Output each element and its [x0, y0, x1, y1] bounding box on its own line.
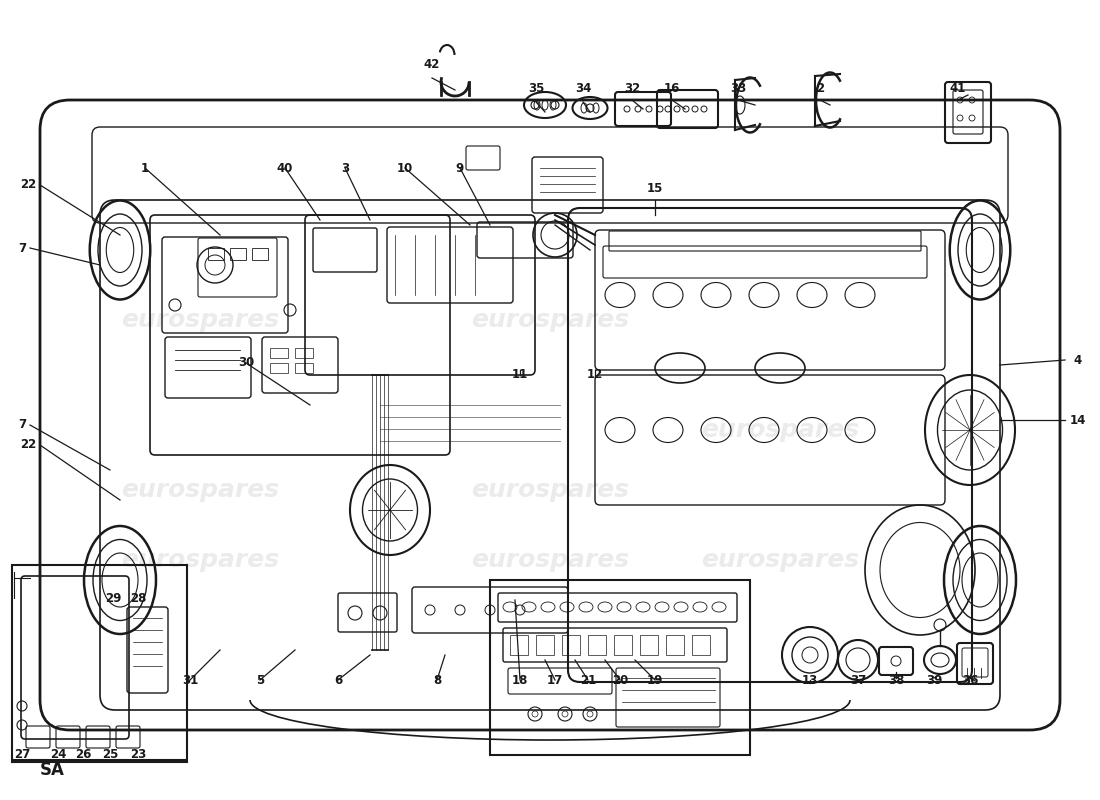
Text: 38: 38 — [888, 674, 904, 686]
Bar — [536, 635, 554, 655]
Text: 39: 39 — [926, 674, 943, 686]
Text: 26: 26 — [75, 749, 91, 762]
Text: 35: 35 — [528, 82, 544, 94]
Text: 33: 33 — [730, 82, 746, 94]
Text: 34: 34 — [575, 82, 591, 94]
Text: eurospares: eurospares — [471, 478, 629, 502]
Text: 22: 22 — [20, 438, 36, 451]
Text: eurospares: eurospares — [471, 308, 629, 332]
Text: eurospares: eurospares — [121, 478, 279, 502]
Text: 12: 12 — [587, 369, 603, 382]
Text: 19: 19 — [647, 674, 663, 686]
Text: 17: 17 — [547, 674, 563, 686]
Text: 28: 28 — [130, 591, 146, 605]
Text: 42: 42 — [424, 58, 440, 71]
Text: eurospares: eurospares — [701, 548, 859, 572]
Text: eurospares: eurospares — [121, 308, 279, 332]
Bar — [295, 348, 313, 358]
Text: 29: 29 — [104, 591, 121, 605]
Text: 2: 2 — [816, 82, 824, 94]
Bar — [510, 635, 528, 655]
Text: 6: 6 — [334, 674, 342, 686]
Text: 31: 31 — [182, 674, 198, 686]
Bar — [640, 635, 658, 655]
Bar — [270, 348, 288, 358]
Text: 7: 7 — [18, 242, 26, 254]
Bar — [252, 248, 268, 260]
Text: 23: 23 — [130, 749, 146, 762]
Text: 41: 41 — [949, 82, 966, 94]
Text: 37: 37 — [850, 674, 866, 686]
Text: 7: 7 — [18, 418, 26, 431]
Text: 16: 16 — [663, 82, 680, 94]
Text: 1: 1 — [141, 162, 150, 174]
Bar — [614, 635, 632, 655]
Text: eurospares: eurospares — [121, 548, 279, 572]
Text: 15: 15 — [647, 182, 663, 194]
Bar — [295, 363, 313, 373]
Bar — [208, 248, 224, 260]
Text: 27: 27 — [14, 749, 30, 762]
Bar — [230, 248, 246, 260]
Text: 20: 20 — [612, 674, 628, 686]
Text: 8: 8 — [433, 674, 441, 686]
Text: 40: 40 — [277, 162, 294, 174]
Bar — [692, 635, 710, 655]
Text: 9: 9 — [455, 162, 464, 174]
Text: eurospares: eurospares — [701, 418, 859, 442]
Text: 14: 14 — [1070, 414, 1086, 426]
Text: 30: 30 — [238, 357, 254, 370]
Text: 4: 4 — [1074, 354, 1082, 366]
Text: eurospares: eurospares — [471, 548, 629, 572]
Bar — [666, 635, 684, 655]
Text: 5: 5 — [256, 674, 264, 686]
Bar — [562, 635, 580, 655]
Text: 21: 21 — [580, 674, 596, 686]
Text: 36: 36 — [961, 674, 978, 686]
Text: SA: SA — [40, 761, 65, 779]
Text: 32: 32 — [624, 82, 640, 94]
Bar — [270, 363, 288, 373]
Bar — [588, 635, 606, 655]
Text: 22: 22 — [20, 178, 36, 191]
Text: 25: 25 — [102, 749, 118, 762]
Text: 3: 3 — [341, 162, 349, 174]
Text: 10: 10 — [397, 162, 414, 174]
Text: 11: 11 — [512, 369, 528, 382]
Text: 13: 13 — [802, 674, 818, 686]
Text: 24: 24 — [50, 749, 66, 762]
Text: 18: 18 — [512, 674, 528, 686]
